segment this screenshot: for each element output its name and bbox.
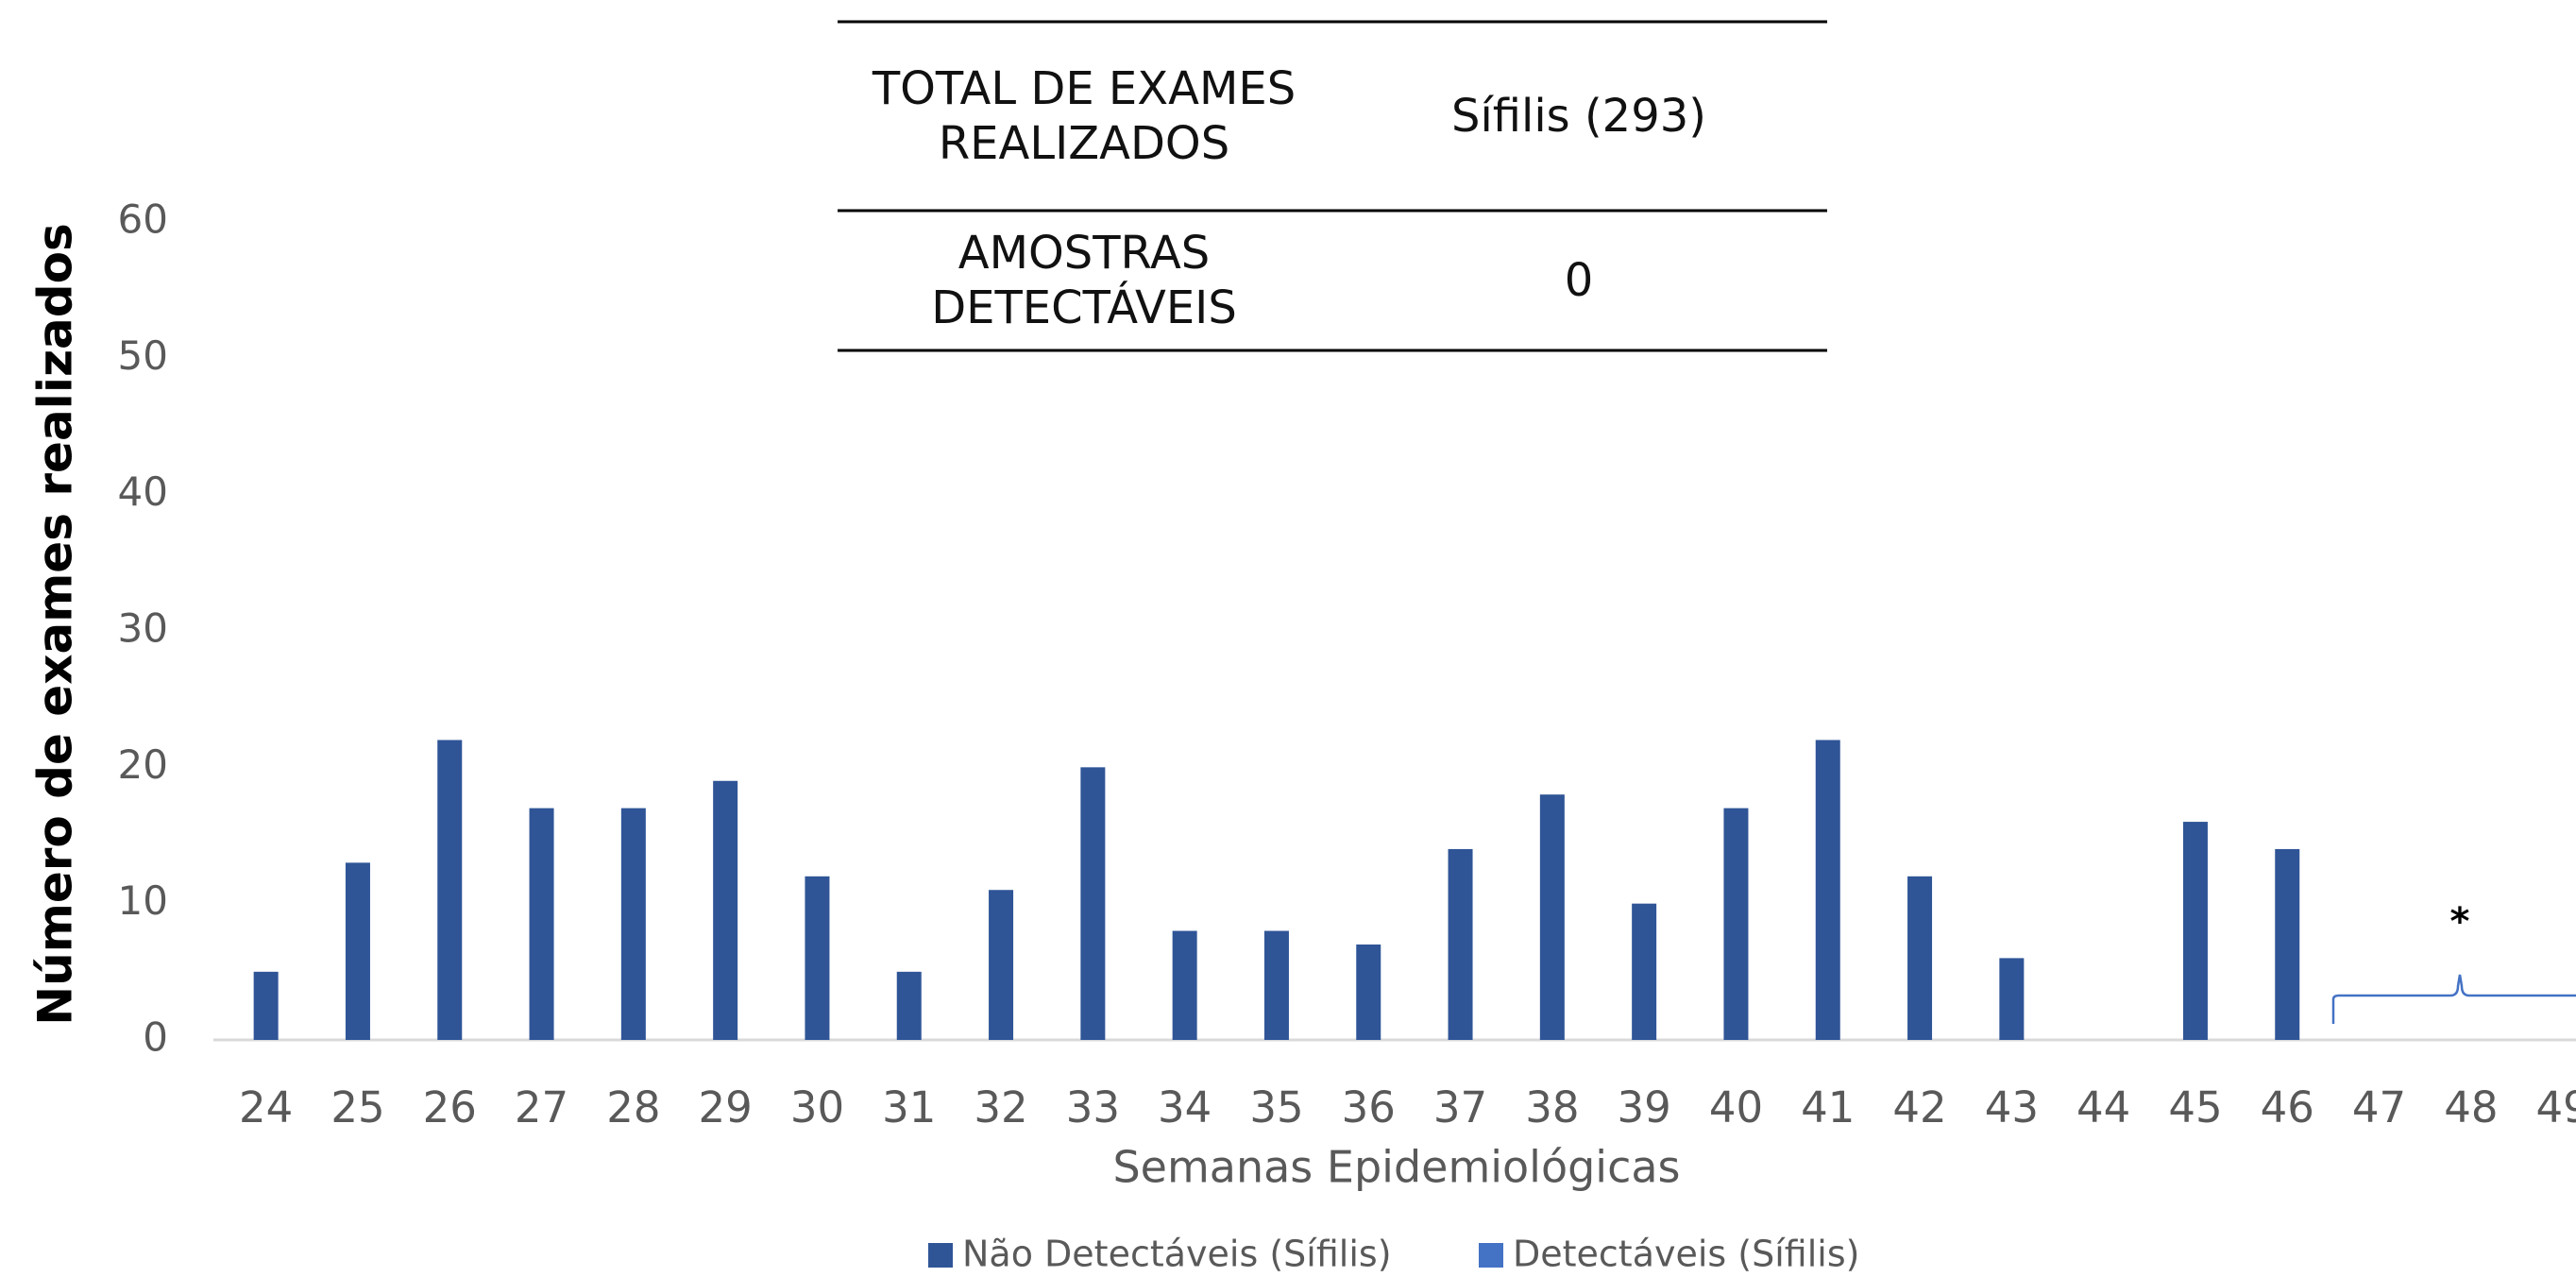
x-tick-label: 32 — [974, 1082, 1027, 1132]
annotation: * — [2450, 900, 2470, 944]
x-tick-label: 30 — [790, 1082, 844, 1132]
table-cell: AMOSTRAS DETECTÁVEIS — [931, 227, 1237, 334]
bar — [1815, 740, 1840, 1040]
x-tick-label: 24 — [239, 1082, 293, 1132]
x-tick-label: 49 — [2536, 1082, 2576, 1132]
x-tick-label: 35 — [1249, 1082, 1303, 1132]
x-tick-label: 43 — [1985, 1082, 2039, 1132]
x-tick-label: 44 — [2076, 1082, 2130, 1132]
x-tick-label: 48 — [2444, 1082, 2498, 1132]
bar — [529, 808, 554, 1040]
bar — [345, 862, 370, 1040]
y-tick-label: 30 — [118, 605, 168, 652]
bar — [1263, 930, 1289, 1040]
y-tick-label: 0 — [143, 1014, 168, 1061]
y-tick-label: 40 — [118, 468, 168, 515]
x-tick-label: 39 — [1618, 1082, 1671, 1132]
bar — [620, 808, 646, 1040]
x-tick-label: 28 — [606, 1082, 660, 1132]
y-tick-label: 20 — [118, 741, 168, 788]
x-tick-label: 38 — [1525, 1082, 1579, 1132]
bar — [896, 971, 922, 1040]
bar — [1172, 930, 1197, 1040]
x-tick-label: 36 — [1342, 1082, 1396, 1132]
y-tick-label: 10 — [118, 877, 168, 924]
bar — [1632, 903, 1657, 1040]
y-axis-title: Número de exames realizados — [28, 223, 83, 1025]
x-tick-label: 31 — [882, 1082, 936, 1132]
x-tick-label: 26 — [423, 1082, 477, 1132]
y-tick-label: 60 — [118, 196, 168, 243]
legend-label: Não Detectáveis (Sífilis) — [962, 1234, 1392, 1275]
x-tick-label: 41 — [1801, 1082, 1855, 1132]
x-tick-label: 47 — [2352, 1082, 2406, 1132]
y-tick-label: 50 — [118, 332, 168, 379]
bar — [1356, 944, 1381, 1040]
table-cell: Sífilis (293) — [1450, 90, 1707, 143]
bar — [1907, 876, 1933, 1040]
legend-swatch — [928, 1243, 953, 1268]
bar — [1723, 808, 1749, 1040]
x-tick-label: 46 — [2261, 1082, 2314, 1132]
x-tick-label: 40 — [1709, 1082, 1763, 1132]
x-tick-label: 33 — [1066, 1082, 1120, 1132]
bar — [2275, 848, 2300, 1040]
legend-swatch — [1479, 1243, 1503, 1268]
bar — [989, 890, 1014, 1040]
bar — [805, 876, 830, 1040]
bar — [253, 971, 279, 1040]
bar — [713, 780, 738, 1040]
x-tick-label: 37 — [1433, 1082, 1487, 1132]
x-axis-title: Semanas Epidemiológicas — [1112, 1142, 1680, 1193]
table-cell: TOTAL DE EXAMES REALIZADOS — [872, 62, 1296, 170]
x-tick-label: 45 — [2168, 1082, 2222, 1132]
x-tick-label: 27 — [515, 1082, 568, 1132]
bracket — [2331, 974, 2576, 1024]
x-tick-label: 25 — [330, 1082, 384, 1132]
x-tick-label: 42 — [1892, 1082, 1946, 1132]
bar — [1080, 767, 1106, 1040]
x-tick-label: 34 — [1158, 1082, 1212, 1132]
table-cell: 0 — [1564, 254, 1594, 307]
x-tick-label: 29 — [699, 1082, 753, 1132]
bar — [2182, 822, 2208, 1040]
bar — [437, 740, 463, 1040]
legend-label: Detectáveis (Sífilis) — [1513, 1234, 1859, 1275]
bar — [1539, 794, 1565, 1040]
bar — [1999, 958, 2025, 1040]
bar — [1448, 848, 1473, 1040]
